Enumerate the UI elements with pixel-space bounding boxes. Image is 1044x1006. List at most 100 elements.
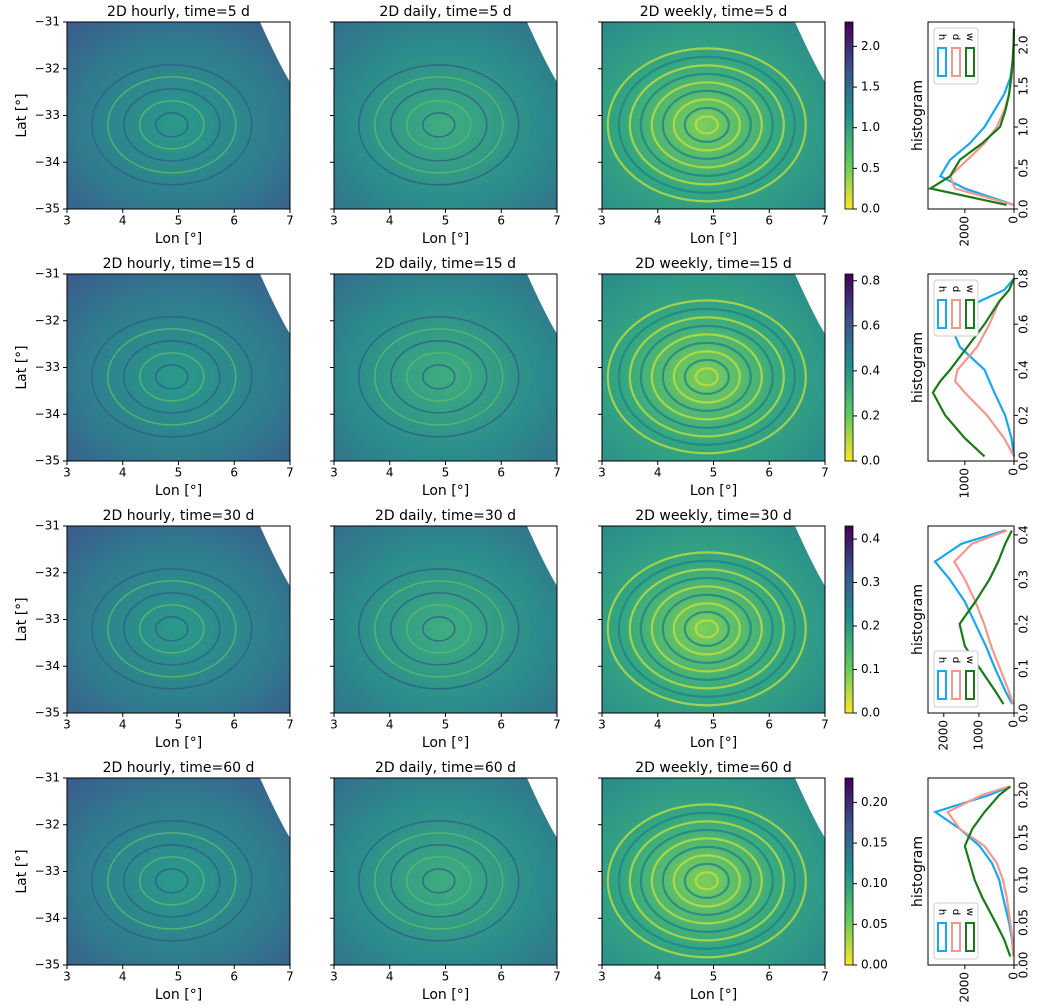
x-tick-label: 6 (497, 970, 505, 984)
x-tick-label: 4 (119, 970, 127, 984)
x-tick-label: 2000 (936, 720, 950, 751)
x-tick-label: 6 (765, 466, 773, 480)
y-tick-label: −34 (35, 911, 60, 925)
colorbar (845, 22, 853, 209)
field-image (67, 22, 290, 209)
colorbar-tick-label: 0.0 (861, 454, 880, 468)
x-tick-label: 5 (442, 214, 450, 228)
panel-title: 2D daily, time=60 d (375, 760, 516, 776)
legend-label: w (964, 285, 975, 293)
x-tick-label: 5 (175, 466, 183, 480)
x-tick-label: 0 (1007, 468, 1021, 476)
x-tick-label: 1000 (971, 720, 985, 751)
x-tick-label: 7 (553, 466, 561, 480)
y-tick-label: −33 (35, 360, 60, 374)
colorbar-tick-label: 2.0 (861, 39, 880, 53)
field-image (602, 22, 825, 209)
figure: 2D hourly, time=5 d34567Lon [°]−35−34−33… (0, 0, 1044, 1006)
x-tick-label: 5 (710, 214, 718, 228)
y-tick-label: 0.8 (1017, 269, 1031, 288)
y-tick-label: 0.4 (1017, 525, 1031, 544)
x-tick-label: 6 (497, 214, 505, 228)
y-tick-label: −35 (35, 706, 60, 720)
y-tick-label: 0.5 (1017, 158, 1031, 177)
y-tick-label: 0.0 (1017, 199, 1031, 218)
colorbar-tick-label: 0.05 (861, 917, 888, 931)
x-tick-label: 6 (230, 466, 238, 480)
y-tick-label: 0.15 (1017, 824, 1031, 851)
y-axis-label: Lat [°] (14, 345, 30, 389)
y-tick-label: 0.1 (1017, 659, 1031, 678)
y-tick-label: −34 (35, 155, 60, 169)
panel-title: 2D weekly, time=15 d (635, 256, 792, 272)
x-tick-label: 7 (286, 214, 294, 228)
panel-title: 2D hourly, time=60 d (103, 760, 255, 776)
colorbar-tick-label: 0.00 (861, 958, 888, 972)
y-tick-label: −32 (35, 817, 60, 831)
y-axis-label: Lat [°] (14, 597, 30, 641)
x-tick-label: 5 (710, 970, 718, 984)
colorbar (845, 778, 853, 965)
x-tick-label: 6 (497, 718, 505, 732)
legend-label: h (936, 34, 947, 40)
colorbar (845, 274, 853, 461)
colorbar (845, 526, 853, 713)
x-tick-label: 7 (286, 970, 294, 984)
x-tick-label: 6 (765, 970, 773, 984)
field-image (334, 274, 557, 461)
panel-title: 2D daily, time=30 d (375, 508, 516, 524)
x-tick-label: 2000 (957, 216, 971, 247)
y-tick-label: −32 (35, 61, 60, 75)
panel-title: 2D weekly, time=30 d (635, 508, 792, 524)
y-tick-label: 0.3 (1017, 570, 1031, 589)
x-tick-label: 0 (1007, 720, 1021, 728)
legend-label: h (936, 909, 947, 915)
panel-title: 2D daily, time=5 d (379, 4, 511, 20)
legend-label: w (964, 33, 975, 41)
body: 2D hourly, time=5 d34567Lon [°]−35−34−33… (0, 0, 1044, 1006)
x-tick-label: 4 (654, 718, 662, 732)
colorbar-tick-label: 0.2 (861, 619, 880, 633)
x-tick-label: 7 (553, 214, 561, 228)
colorbar-tick-label: 0.5 (861, 161, 880, 175)
x-tick-label: 5 (710, 466, 718, 480)
colorbar-tick-label: 0.15 (861, 836, 888, 850)
x-tick-label: 7 (821, 466, 829, 480)
x-tick-label: 7 (821, 718, 829, 732)
y-tick-label: 2.0 (1017, 35, 1031, 54)
field-image (602, 778, 825, 965)
x-tick-label: 3 (330, 214, 338, 228)
x-tick-label: 7 (286, 718, 294, 732)
legend-label: d (950, 34, 961, 40)
x-tick-label: 4 (654, 214, 662, 228)
panel-title: 2D hourly, time=15 d (103, 256, 255, 272)
legend-label: d (950, 657, 961, 663)
y-tick-label: −32 (35, 313, 60, 327)
y-tick-label: 0.0 (1017, 703, 1031, 722)
y-tick-label: −34 (35, 407, 60, 421)
y-tick-label: −32 (35, 565, 60, 579)
x-tick-label: 3 (598, 718, 606, 732)
x-tick-label: 4 (386, 466, 394, 480)
x-axis-label: Lon [°] (690, 231, 737, 247)
x-tick-label: 5 (175, 214, 183, 228)
y-tick-label: 1.0 (1017, 117, 1031, 136)
y-tick-label: 0.6 (1017, 315, 1031, 334)
colorbar-tick-label: 1.0 (861, 120, 880, 134)
y-tick-label: 0.10 (1017, 867, 1031, 894)
x-tick-label: 3 (598, 970, 606, 984)
x-tick-label: 3 (598, 466, 606, 480)
panel-title: 2D daily, time=15 d (375, 256, 516, 272)
x-tick-label: 4 (119, 718, 127, 732)
x-tick-label: 7 (553, 970, 561, 984)
colorbar-tick-label: 0.1 (861, 662, 880, 676)
y-tick-label: 0.05 (1017, 909, 1031, 936)
x-tick-label: 4 (386, 214, 394, 228)
y-tick-label: −35 (35, 202, 60, 216)
x-tick-label: 6 (230, 718, 238, 732)
colorbar-tick-label: 0.3 (861, 575, 880, 589)
y-axis-label: histogram (910, 836, 926, 907)
x-tick-label: 4 (654, 970, 662, 984)
colorbar-tick-label: 0.6 (861, 318, 880, 332)
colorbar-tick-label: 0.0 (861, 202, 880, 216)
